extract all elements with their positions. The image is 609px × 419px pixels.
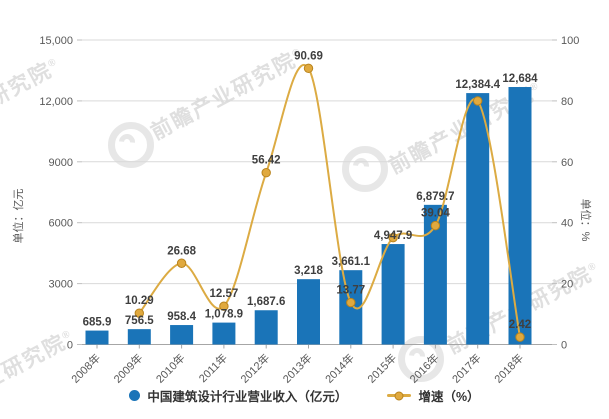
bar-value-label: 3,661.1 [332, 256, 371, 268]
growth-marker [388, 232, 398, 243]
right-axis-tick-label: 80 [561, 96, 573, 108]
bar-value-label: 756.5 [125, 315, 154, 327]
right-axis-tick-label: 20 [561, 279, 573, 291]
bar [423, 204, 447, 345]
bar-value-label: 958.4 [167, 311, 196, 323]
bar-value-label: 685.9 [83, 317, 112, 329]
x-axis-label: 2014年 [322, 351, 357, 386]
growth-marker [473, 96, 483, 106]
bar [297, 279, 320, 345]
bar [381, 244, 405, 345]
bar [85, 330, 109, 345]
growth-marker [430, 220, 441, 231]
right-axis-tick-label: 60 [561, 157, 573, 169]
growth-line [138, 64, 521, 338]
x-axis-label: 2011年 [196, 351, 230, 385]
legend-item-growth: 增速（%） [387, 386, 480, 405]
left-axis-tick-label: 12,000 [39, 96, 73, 108]
bar [212, 322, 236, 345]
bar [127, 329, 151, 345]
left-axis-tick-label: 9000 [49, 157, 73, 169]
left-axis-tick-label: 3000 [49, 279, 73, 291]
bar-value-label: 1,687.6 [247, 296, 285, 308]
growth-value-label: 56.42 [252, 155, 281, 167]
bar-value-label: 4,947.9 [374, 230, 412, 242]
bar [466, 93, 490, 345]
x-axis-label: 2015年 [364, 351, 399, 386]
growth-marker [303, 63, 314, 74]
x-axis-label: 2017年 [449, 351, 484, 386]
growth-value-label: 12.57 [210, 288, 239, 300]
bar-value-label: 12,384.4 [455, 79, 500, 91]
growth-value-label: 90.69 [294, 50, 323, 62]
bar-value-label: 6,879.7 [416, 191, 454, 203]
growth-value-label: 26.68 [167, 245, 196, 257]
growth-value-label: 2.42 [509, 319, 531, 331]
revenue-series-marker-icon [129, 390, 141, 401]
legend-label: 中国建筑设计行业营业收入（亿元） [147, 390, 348, 404]
x-axis-label: 2012年 [237, 351, 272, 386]
left-axis-title: 单位：亿元 [13, 188, 25, 244]
right-axis-tick-label: 0 [561, 340, 567, 352]
chart-legend: 中国建筑设计行业营业收入（亿元） 增速（%） [0, 386, 609, 405]
growth-marker [176, 258, 187, 268]
bar [508, 87, 532, 345]
growth-marker [219, 301, 229, 311]
growth-marker [134, 308, 145, 318]
growth-value-label: 10.29 [125, 295, 154, 307]
left-axis-tick-label: 15,000 [39, 35, 73, 47]
right-axis-title: 单位：% [579, 198, 591, 242]
bar [339, 270, 363, 345]
x-axis-label: 2009年 [110, 351, 145, 386]
growth-series-marker-icon [387, 391, 412, 400]
bar-value-label: 1,078.9 [205, 309, 243, 321]
bar [170, 325, 194, 345]
growth-value-label: 13.77 [336, 285, 365, 297]
growth-marker [261, 168, 271, 178]
x-axis-label: 2013年 [280, 351, 315, 386]
x-axis-label: 2008年 [68, 351, 103, 386]
legend-item-revenue: 中国建筑设计行业营业收入（亿元） [129, 386, 347, 405]
growth-marker [515, 332, 525, 342]
left-axis-tick-label: 6000 [49, 218, 73, 230]
x-axis-label: 2010年 [153, 351, 188, 386]
growth-marker [346, 297, 356, 308]
bar-value-label: 12,684 [502, 73, 538, 85]
left-axis-tick-label: 0 [67, 340, 73, 352]
growth-value-label: 39.04 [421, 208, 450, 220]
bar [254, 310, 278, 345]
right-axis-tick-label: 40 [561, 218, 573, 230]
bar-value-label: 3,218 [294, 265, 323, 277]
legend-label: 增速（%） [418, 390, 480, 404]
right-axis-tick-label: 100 [561, 35, 579, 47]
x-axis-label: 2016年 [407, 351, 442, 386]
x-axis-label: 2018年 [491, 351, 526, 386]
